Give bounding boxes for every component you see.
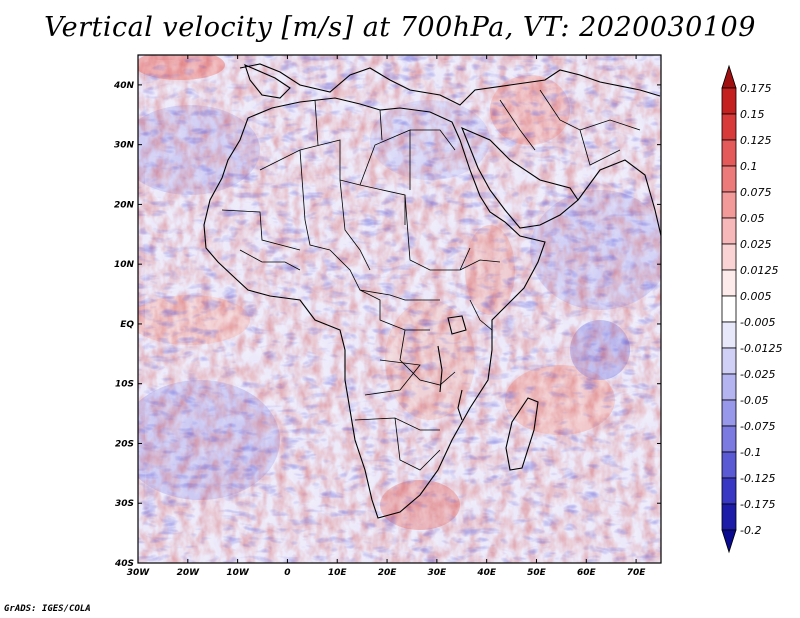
colorbar-label: 0.15 [740, 108, 765, 121]
colorbar-segment [721, 87, 737, 115]
lon-label: 40E [476, 568, 497, 578]
lat-label: 20S [115, 439, 134, 449]
colorbar-label: -0.075 [740, 420, 775, 433]
colorbar-label: 0.075 [740, 186, 772, 199]
lat-label: 20N [114, 200, 135, 210]
latitude-axis: 40N 30N 20N 10N EQ 10S 20S 30S 40S [113, 81, 661, 569]
colorbar-label: 0.005 [740, 290, 772, 303]
lon-label: 30E [428, 568, 448, 578]
lat-label: 30S [115, 499, 134, 509]
lake-victoria [447, 315, 467, 335]
arabia-coastline [460, 126, 579, 229]
colorbar-segment [721, 373, 737, 401]
lat-label: 10S [115, 380, 134, 390]
colorbar-segment [721, 425, 737, 453]
colorbar-label: -0.0125 [740, 342, 782, 355]
colorbar-label: 0.0125 [740, 264, 779, 277]
lon-label: 10W [226, 568, 250, 578]
colorbar-label: -0.05 [740, 394, 768, 407]
country-borders [221, 89, 641, 471]
lat-label: 10N [114, 260, 135, 270]
coastlines [203, 63, 661, 519]
colorbar-label: 0.125 [740, 134, 772, 147]
lat-label: 30N [114, 141, 135, 151]
colorbar-label: 0.025 [740, 238, 772, 251]
colorbar-segment [721, 347, 737, 375]
colorbar-segment [721, 243, 737, 271]
lat-label: 40S [114, 559, 134, 569]
colorbar-label: -0.2 [740, 524, 761, 537]
colorbar-top-arrow [721, 64, 737, 89]
lon-label: 0 [284, 568, 290, 578]
colorbar-segment [721, 503, 737, 531]
lon-label: 20W [177, 568, 201, 578]
colorbar-segment [721, 191, 737, 219]
lat-label: 40N [113, 81, 135, 91]
longitude-axis: 30W 20W 10W 0 10E 20E 30E 40E 50E 60E 70E [127, 55, 647, 578]
chart-title: Vertical velocity [m/s] at 700hPa, VT: 2… [44, 12, 756, 43]
colorbar-label: -0.175 [740, 498, 775, 511]
colorbar-bottom-arrow [721, 529, 737, 554]
grads-credit: GrADS: IGES/COLA [4, 604, 91, 614]
colorbar-label: -0.025 [740, 368, 775, 381]
colorbar-label: -0.1 [740, 446, 761, 459]
colorbar-segment [721, 217, 737, 245]
colorbar-segment [721, 139, 737, 167]
madagascar-coastline [505, 397, 539, 471]
map-plot-area [138, 55, 661, 563]
colorbar-segment [721, 165, 737, 193]
colorbar-label: 0.175 [740, 82, 772, 95]
map-frame [137, 54, 662, 564]
colorbar-segment [721, 451, 737, 479]
colorbar-label: -0.005 [740, 316, 775, 329]
colorbar-segment [721, 269, 737, 297]
lat-label: EQ [120, 320, 134, 330]
colorbar-segment [721, 295, 737, 323]
colorbar-segment [721, 321, 737, 349]
lon-label: 50E [527, 568, 547, 578]
colorbar-label: 0.05 [740, 212, 765, 225]
colorbar-segment [721, 113, 737, 141]
colorbar-segment [721, 477, 737, 505]
africa-coastline [203, 97, 546, 519]
lon-label: 30W [127, 568, 151, 578]
colorbar: 0.175 0.15 0.125 0.1 0.075 0.05 0.025 0.0125 0.0… [721, 64, 782, 554]
lon-label: 60E [577, 568, 597, 578]
lon-label: 20E [378, 568, 398, 578]
europe-coastline [239, 63, 661, 106]
velocity-field [138, 55, 661, 563]
colorbar-label: 0.1 [740, 160, 758, 173]
lon-label: 70E [627, 568, 647, 578]
lon-label: 10E [328, 568, 348, 578]
colorbar-segment [721, 399, 737, 427]
colorbar-label: -0.125 [740, 472, 775, 485]
